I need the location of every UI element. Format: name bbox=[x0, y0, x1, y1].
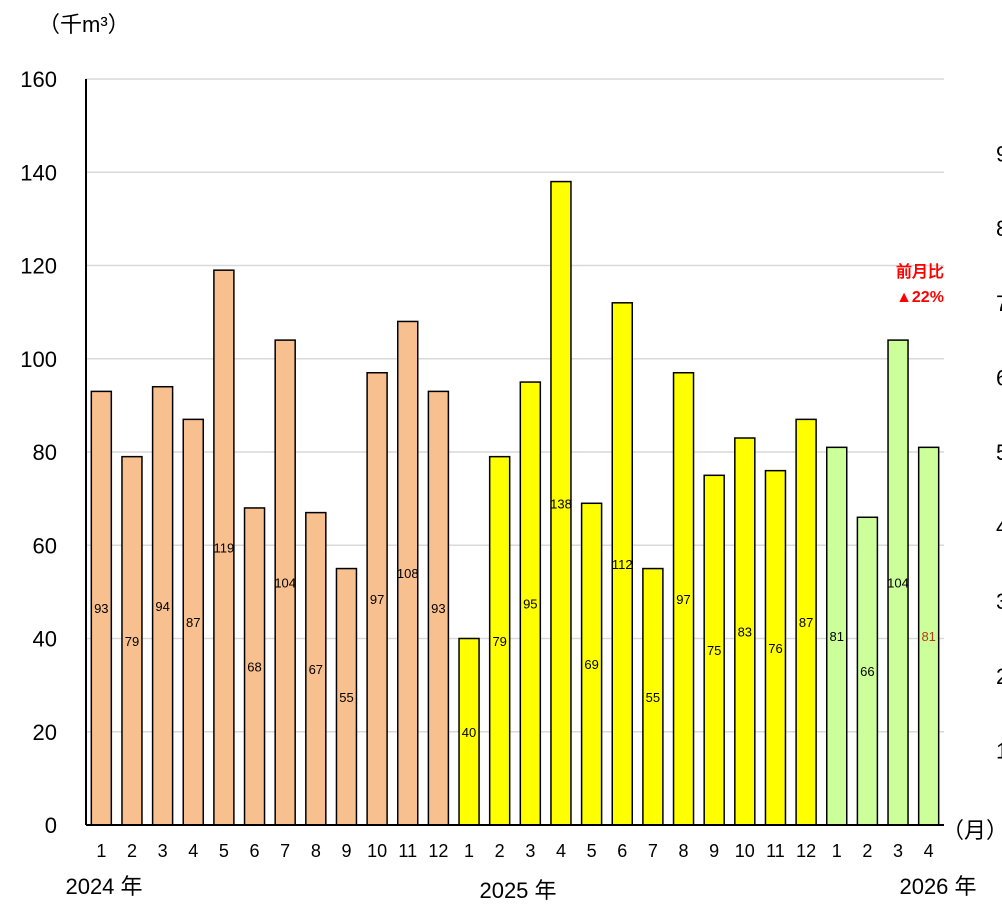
x-tick-label: 2 bbox=[862, 841, 872, 861]
x-tick-label: 11 bbox=[398, 841, 417, 861]
bar-value-label: 138 bbox=[550, 496, 572, 511]
y-tick-label: 160 bbox=[20, 67, 57, 92]
y-tick-label: 80 bbox=[33, 440, 57, 465]
bar-value-label: 87 bbox=[186, 615, 200, 630]
x-tick-label: 10 bbox=[735, 841, 755, 861]
annotation-line-2: ▲22% bbox=[896, 289, 944, 306]
bar-value-label: 81 bbox=[921, 629, 935, 644]
right-axis-tick-label: 7 bbox=[996, 291, 1002, 316]
bars bbox=[90, 180, 940, 826]
bar-value-labels: 93 79 94 87 119 68 104 67 55 97 108 93 40 79 95 138 69 11… bbox=[94, 496, 936, 739]
x-tick-label: 10 bbox=[367, 841, 387, 861]
x-tick-label: 4 bbox=[188, 841, 198, 861]
x-tick-label: 7 bbox=[280, 841, 290, 861]
year-label: 2024 年 bbox=[65, 874, 142, 899]
bar-value-label: 104 bbox=[274, 576, 296, 591]
bar-value-label: 112 bbox=[612, 557, 633, 572]
right-axis-tick-label: 6 bbox=[996, 365, 1002, 390]
y-tick-label: 20 bbox=[33, 720, 57, 745]
annotation-line-1: 前月比 bbox=[896, 262, 944, 281]
x-tick-label: 9 bbox=[341, 841, 351, 861]
x-tick-labels: 1 2 3 4 5 6 7 8 9 10 11 12 1 2 3 4 5 6 7 8 9 10 11 12 1 2 3 4 bbox=[96, 841, 933, 861]
right-axis-tick-label: 9 bbox=[996, 142, 1002, 167]
year-label: 2025 年 bbox=[479, 878, 556, 903]
right-axis-tick-label: 2 bbox=[996, 664, 1002, 689]
y-tick-label: 60 bbox=[33, 533, 57, 558]
bar-value-label: 55 bbox=[646, 690, 660, 705]
bar-value-label: 75 bbox=[707, 643, 721, 658]
x-tick-label: 1 bbox=[464, 841, 474, 861]
x-tick-label: 4 bbox=[924, 841, 934, 861]
x-tick-label: 4 bbox=[556, 841, 566, 861]
bar-value-label: 79 bbox=[492, 634, 506, 649]
right-axis-tick-label: 1 bbox=[996, 738, 1002, 763]
bar-value-label: 97 bbox=[370, 592, 384, 607]
right-axis-tick-label: 8 bbox=[996, 216, 1002, 241]
x-tick-label: 6 bbox=[250, 841, 260, 861]
bar-value-label: 55 bbox=[339, 690, 353, 705]
bar-value-label: 95 bbox=[523, 597, 537, 612]
bar-value-label: 97 bbox=[676, 592, 690, 607]
x-tick-label: 12 bbox=[428, 841, 448, 861]
bar-value-label: 93 bbox=[431, 601, 445, 616]
x-tick-label: 5 bbox=[219, 841, 229, 861]
x-tick-label: 8 bbox=[679, 841, 689, 861]
x-tick-label: 3 bbox=[158, 841, 168, 861]
year-labels: 2024 年 2025 年 2026 年 bbox=[65, 874, 976, 903]
y-tick-labels: 0 20 40 60 80 100 120 140 160 bbox=[20, 67, 57, 838]
x-tick-label: 5 bbox=[587, 841, 597, 861]
x-tick-label: 9 bbox=[709, 841, 719, 861]
bar-value-label: 104 bbox=[887, 576, 909, 591]
x-tick-label: 3 bbox=[525, 841, 535, 861]
x-tick-label: 1 bbox=[96, 841, 106, 861]
y-axis-unit-label: （千m³） bbox=[38, 12, 130, 37]
bar-value-label: 87 bbox=[799, 615, 813, 630]
bar-value-label: 66 bbox=[860, 664, 874, 679]
x-tick-label: 3 bbox=[893, 841, 903, 861]
bar-value-label: 94 bbox=[155, 599, 169, 614]
axes bbox=[85, 79, 944, 826]
x-tick-label: 2 bbox=[127, 841, 137, 861]
bar-value-label: 83 bbox=[738, 625, 752, 640]
bar-value-label: 69 bbox=[584, 657, 598, 672]
x-tick-label: 7 bbox=[648, 841, 658, 861]
y-tick-label: 40 bbox=[33, 627, 57, 652]
bar-value-label: 40 bbox=[462, 725, 476, 740]
right-axis-tick-label: 4 bbox=[996, 515, 1002, 540]
y-tick-label: 100 bbox=[20, 347, 57, 372]
right-axis-tick-label: 3 bbox=[996, 589, 1002, 614]
bar-value-label: 76 bbox=[768, 641, 782, 656]
bar-value-label: 93 bbox=[94, 601, 108, 616]
bar-value-label: 108 bbox=[397, 566, 419, 581]
bar-value-label: 81 bbox=[830, 629, 844, 644]
y-tick-label: 140 bbox=[20, 160, 57, 185]
x-tick-label: 8 bbox=[311, 841, 321, 861]
x-tick-label: 1 bbox=[832, 841, 842, 861]
y-tick-label: 120 bbox=[20, 254, 57, 279]
x-tick-label: 2 bbox=[495, 841, 505, 861]
y-tick-label: 0 bbox=[45, 813, 57, 838]
x-tick-label: 6 bbox=[617, 841, 627, 861]
bar-value-label: 119 bbox=[214, 541, 235, 556]
year-label: 2026 年 bbox=[899, 874, 976, 899]
right-axis-tick-labels: 1 2 3 4 5 6 7 8 9 bbox=[996, 142, 1002, 764]
x-tick-label: 11 bbox=[766, 841, 785, 861]
bar-value-label: 68 bbox=[247, 659, 261, 674]
bar-value-label: 67 bbox=[309, 662, 323, 677]
right-axis-tick-label: 5 bbox=[996, 440, 1002, 465]
bar-value-label: 79 bbox=[125, 634, 139, 649]
x-axis-unit-label: （月） bbox=[942, 818, 1002, 843]
x-tick-label: 12 bbox=[796, 841, 816, 861]
